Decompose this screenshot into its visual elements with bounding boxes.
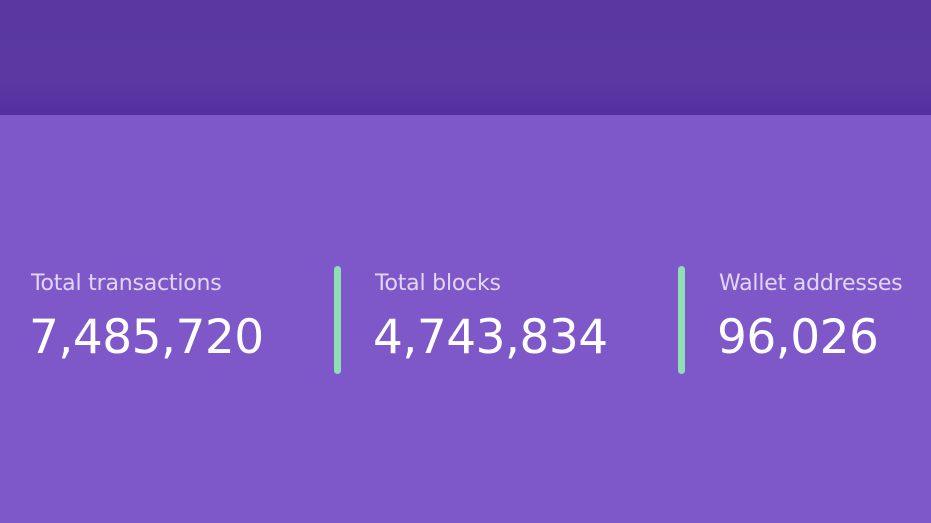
header-band xyxy=(0,0,931,115)
stat-label: Total blocks xyxy=(375,271,501,296)
stat-label: Wallet addresses xyxy=(719,271,903,296)
stat-wallet-addresses: Wallet addresses 96,026 xyxy=(717,266,931,374)
stats-row: Total transactions 7,485,720 Total block… xyxy=(0,266,931,374)
stat-total-blocks: Total blocks 4,743,834 xyxy=(373,266,665,374)
stat-value: 4,743,834 xyxy=(373,310,608,365)
stat-label: Total transactions xyxy=(31,271,222,296)
stat-divider xyxy=(678,266,685,374)
stat-value: 7,485,720 xyxy=(29,310,264,365)
stat-divider xyxy=(334,266,341,374)
stat-total-transactions: Total transactions 7,485,720 xyxy=(29,266,321,374)
stat-value: 96,026 xyxy=(717,310,879,365)
